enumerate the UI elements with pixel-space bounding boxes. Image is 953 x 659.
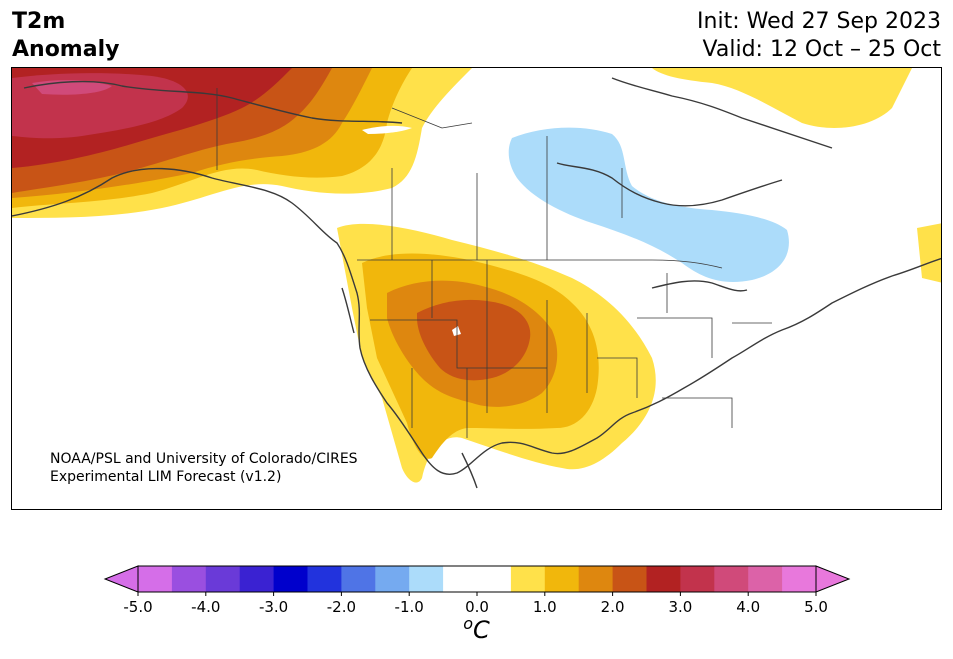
colorbar-swatches	[103, 565, 851, 593]
colorbar-swatch	[544, 566, 580, 592]
anomaly-contour-1-arctic	[652, 68, 912, 128]
units-letter: C	[473, 616, 490, 644]
colorbar-swatch	[510, 566, 546, 592]
colorbar-tick-label: 4.0	[736, 598, 760, 616]
colorbar-swatch	[714, 566, 749, 592]
colorbar-extend-high	[815, 565, 851, 593]
colorbar-swatch	[612, 566, 647, 592]
colorbar: -5.0 -4.0 -3.0 -2.0 -1.0 0.0 1.0 2.0 3.0 4.0 5.0	[103, 565, 851, 616]
colorbar-swatch	[578, 566, 614, 592]
anomaly-contour-cold	[508, 127, 789, 283]
anomaly-map	[12, 68, 941, 489]
data-credit: NOAA/PSL and University of Colorado/CIRE…	[50, 451, 358, 485]
colorbar-swatch	[375, 566, 410, 592]
colorbar-swatch	[748, 566, 783, 592]
political-borders	[216, 88, 772, 438]
colorbar-swatch	[341, 566, 376, 592]
colorbar-tick-label: 5.0	[804, 598, 828, 616]
colorbar-swatch	[409, 566, 444, 592]
colorbar-swatch	[477, 566, 512, 592]
map-title: T2m Anomaly	[12, 9, 120, 62]
anomaly-contour-1-labrador	[917, 223, 941, 283]
colorbar-ticks: -5.0 -4.0 -3.0 -2.0 -1.0 0.0 1.0 2.0 3.0 4.0 5.0	[123, 592, 828, 616]
colorbar-swatch	[782, 566, 817, 592]
colorbar-swatch	[307, 566, 342, 592]
colorbar-tick-label: 0.0	[465, 598, 489, 616]
colorbar-tick-label: -2.0	[327, 598, 356, 616]
colorbar-swatch	[239, 566, 275, 592]
anomaly-shading	[12, 68, 941, 483]
colorbar-tick-label: -3.0	[259, 598, 288, 616]
colorbar-swatch	[646, 566, 681, 592]
colorbar-tick-label: 3.0	[668, 598, 692, 616]
colorbar-swatch	[680, 566, 715, 592]
forecast-dates: Init: Wed 27 Sep 2023 Valid: 12 Oct – 25…	[697, 9, 941, 62]
colorbar-tick-label: -4.0	[191, 598, 220, 616]
colorbar-tick-label: 1.0	[533, 598, 557, 616]
colorbar-swatch	[138, 566, 173, 592]
colorbar-swatch	[273, 566, 308, 592]
colorbar-swatch	[205, 566, 241, 592]
colorbar-tick-label: -5.0	[123, 598, 152, 616]
map-panel: NOAA/PSL and University of Colorado/CIRE…	[11, 67, 942, 510]
units-superscript: o	[463, 614, 474, 633]
colorbar-extend-low	[103, 565, 139, 593]
colorbar-swatch	[443, 566, 478, 592]
colorbar-units: oC	[0, 614, 953, 644]
colorbar-tick-label: -1.0	[395, 598, 424, 616]
colorbar-swatch	[171, 566, 207, 592]
coastlines	[12, 77, 941, 489]
colorbar-tick-label: 2.0	[601, 598, 625, 616]
